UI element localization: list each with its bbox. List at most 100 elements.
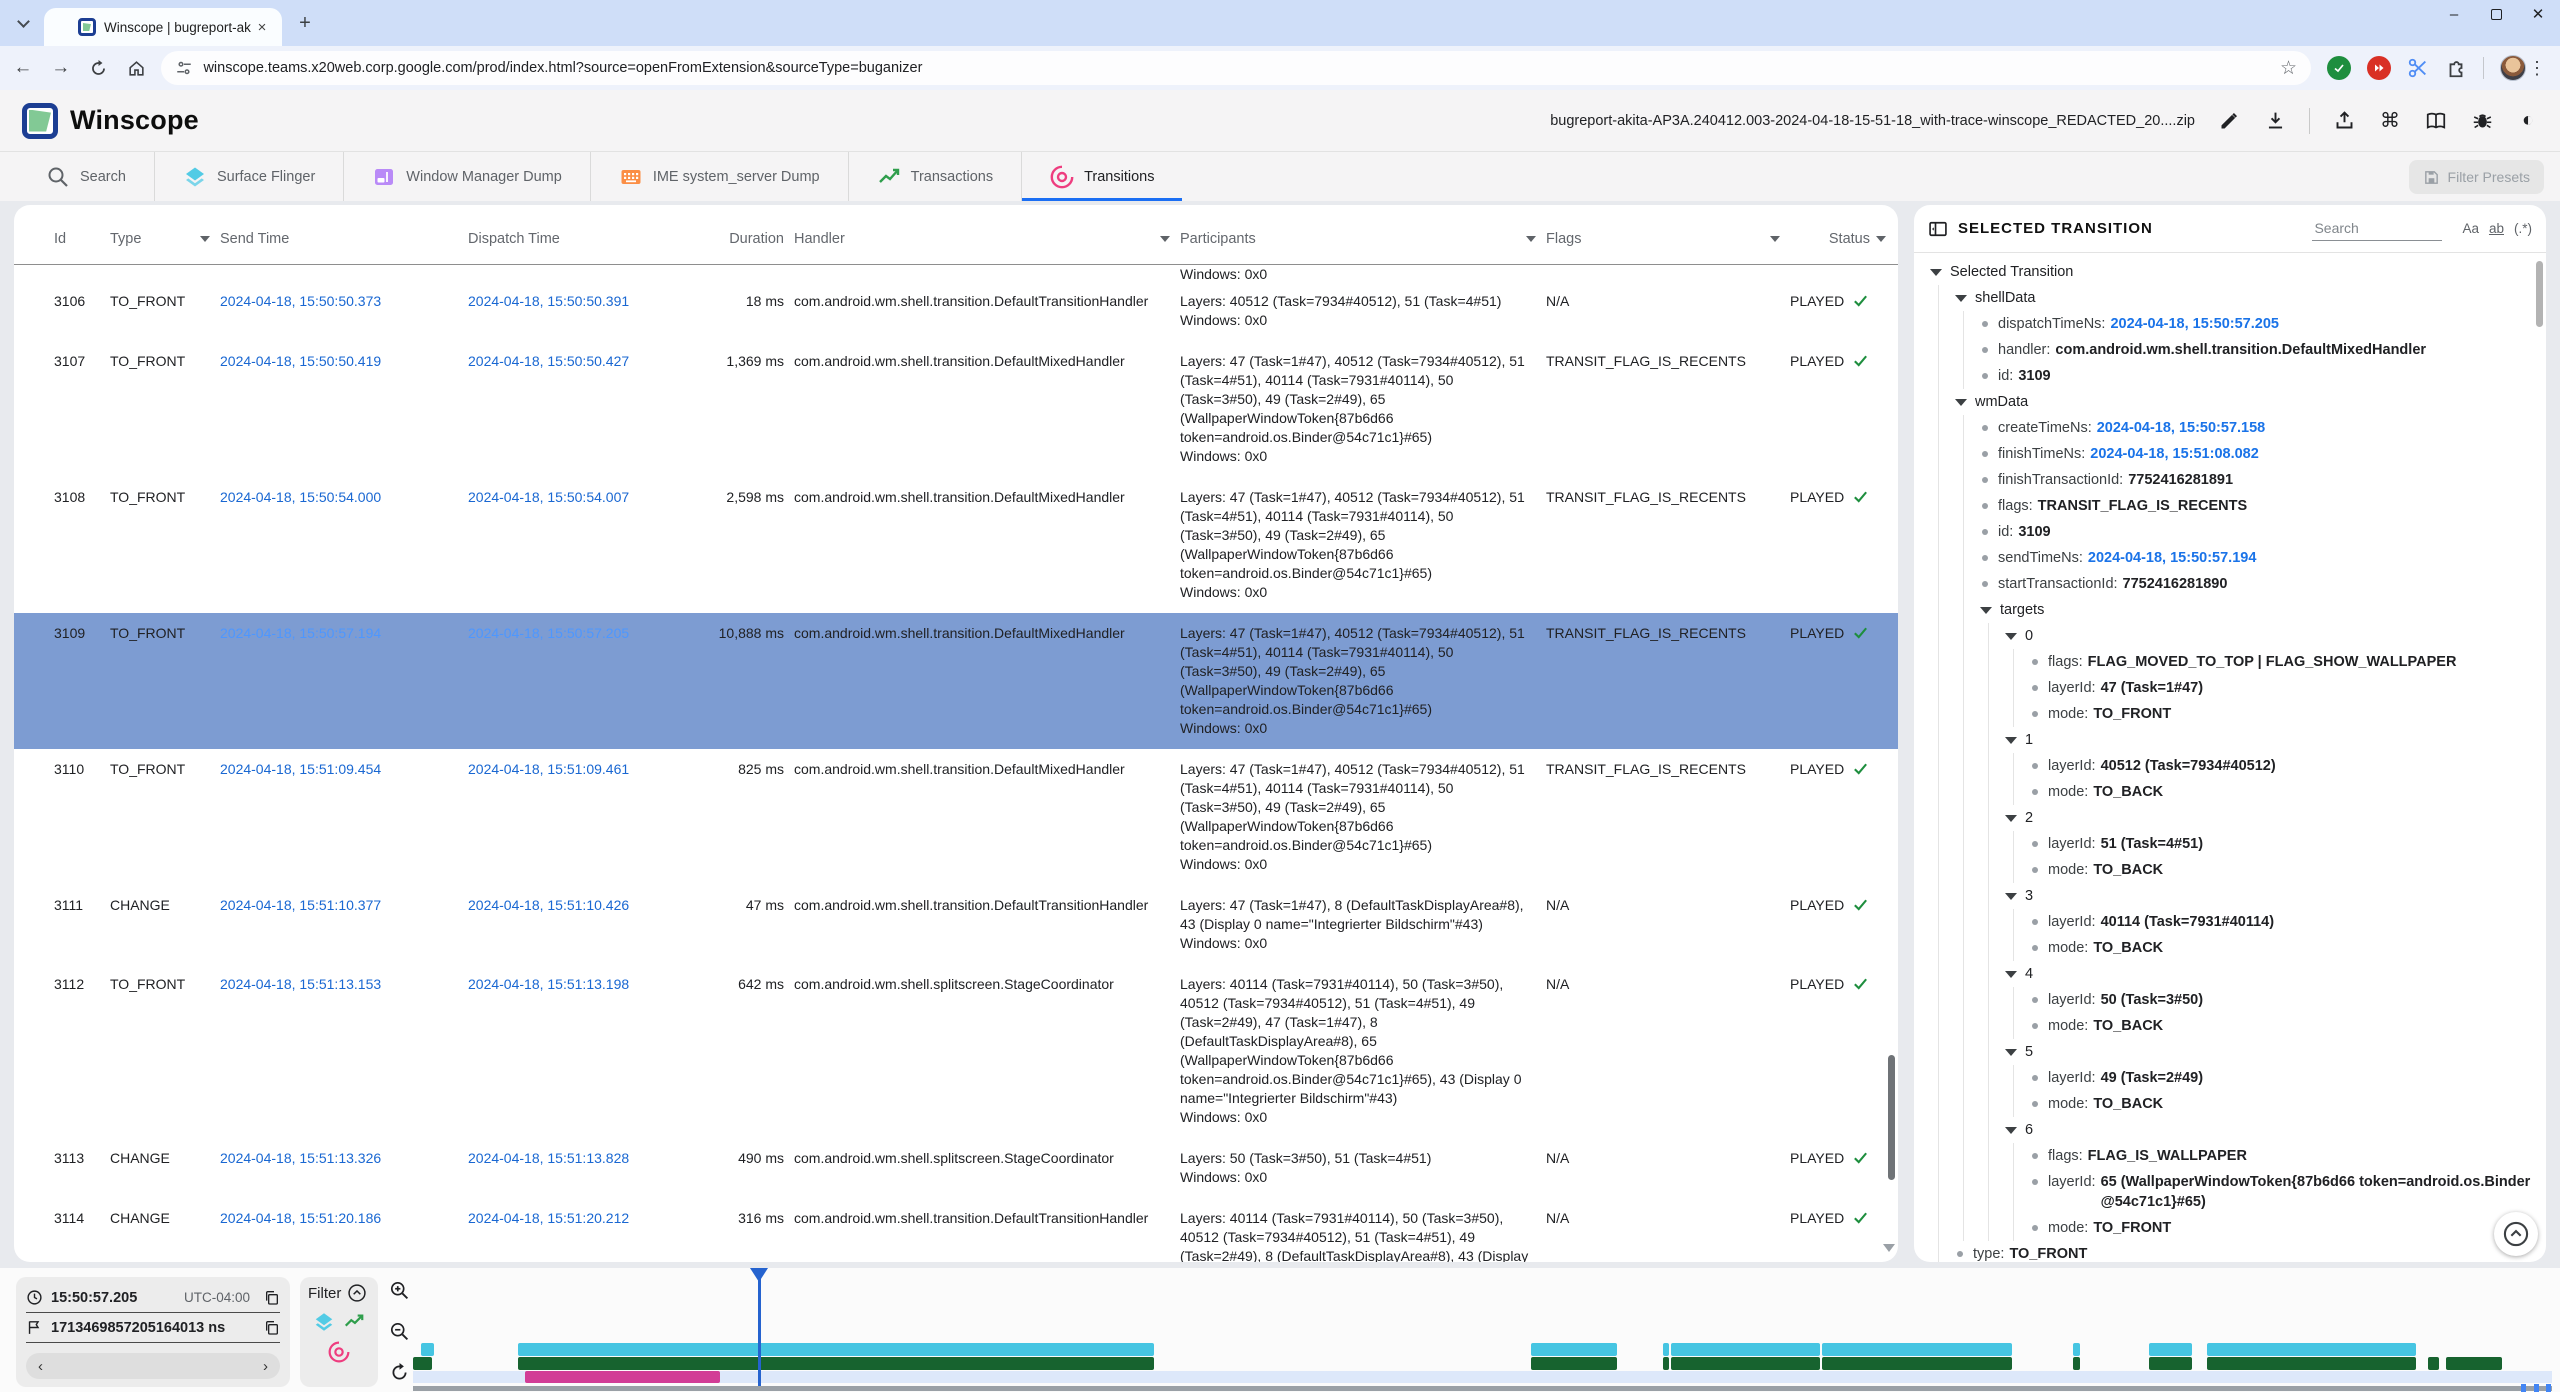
tree-expand-icon[interactable] bbox=[2005, 633, 2017, 640]
back-button[interactable]: ← bbox=[13, 57, 33, 78]
tree-node[interactable]: targets bbox=[1980, 597, 2540, 623]
tree-leaf[interactable]: createTimeNs: 2024-04-18, 15:50:57.158 bbox=[1980, 415, 2540, 441]
tree-leaf[interactable]: finishTimeNs: 2024-04-18, 15:51:08.082 bbox=[1980, 441, 2540, 467]
tree-node[interactable]: 6 bbox=[2005, 1117, 2540, 1143]
column-header-dispatch-time[interactable]: Dispatch Time bbox=[468, 231, 708, 247]
transactions-track[interactable] bbox=[413, 1357, 2552, 1370]
trace-tab-ime-system-server-dump[interactable]: IME system_server Dump bbox=[589, 152, 848, 201]
tree-node[interactable]: Selected Transition bbox=[1930, 259, 2540, 285]
surfaceflinger-track[interactable] bbox=[413, 1343, 2552, 1356]
tree-node[interactable]: 0 bbox=[2005, 623, 2540, 649]
copy-ns-button[interactable] bbox=[264, 1320, 280, 1336]
tree-leaf[interactable]: handler: com.android.wm.shell.transition.… bbox=[1980, 337, 2540, 363]
panel-search-input[interactable] bbox=[2312, 216, 2443, 241]
url-bar[interactable]: winscope.teams.x20web.corp.google.com/pr… bbox=[161, 51, 2312, 85]
tree-expand-icon[interactable] bbox=[1980, 607, 1992, 614]
column-header-participants[interactable]: Participants bbox=[1180, 231, 1536, 247]
forward-button[interactable]: → bbox=[51, 57, 71, 78]
tree-leaf[interactable]: mode: TO_BACK bbox=[2030, 779, 2540, 805]
upload-button[interactable] bbox=[2332, 109, 2356, 133]
column-header-type[interactable]: Type bbox=[110, 231, 210, 247]
tree-leaf[interactable]: sendTimeNs: 2024-04-18, 15:50:57.194 bbox=[1980, 545, 2540, 571]
tree-leaf[interactable]: finishTransactionId: 7752416281891 bbox=[1980, 467, 2540, 493]
tree-expand-icon[interactable] bbox=[2005, 815, 2017, 822]
collapse-filter-icon[interactable] bbox=[347, 1283, 367, 1303]
column-header-duration[interactable]: Duration bbox=[718, 231, 784, 247]
tree-leaf[interactable]: mode: TO_BACK bbox=[2030, 935, 2540, 961]
tree-expand-icon[interactable] bbox=[1930, 269, 1942, 276]
tree-leaf[interactable]: id: 3109 bbox=[1980, 519, 2540, 545]
tree-expand-icon[interactable] bbox=[2005, 737, 2017, 744]
minimize-button[interactable]: – bbox=[2449, 5, 2459, 23]
collapse-panel-button[interactable] bbox=[2494, 1212, 2538, 1256]
tree-expand-icon[interactable] bbox=[1955, 295, 1967, 302]
tree-expand-icon[interactable] bbox=[2005, 893, 2017, 900]
tree-expand-icon[interactable] bbox=[1955, 399, 1967, 406]
table-row[interactable]: 3106 TO_FRONT 2024-04-18, 15:50:50.373 2024… bbox=[14, 281, 1898, 341]
extensions-puzzle-icon[interactable] bbox=[2445, 57, 2467, 79]
table-row[interactable]: 3113 CHANGE 2024-04-18, 15:51:13.326 2024-0… bbox=[14, 1138, 1898, 1198]
table-row[interactable]: 3114 CHANGE 2024-04-18, 15:51:20.186 2024-0… bbox=[14, 1198, 1898, 1262]
report-bug-button[interactable] bbox=[2470, 109, 2494, 133]
tree-expand-icon[interactable] bbox=[2005, 1127, 2017, 1134]
bookmark-star-icon[interactable]: ☆ bbox=[2279, 57, 2298, 79]
tree-node[interactable]: wmData bbox=[1955, 389, 2540, 415]
zoom-out-button[interactable] bbox=[389, 1321, 410, 1342]
scroll-left-icon[interactable]: ‹ bbox=[38, 1357, 43, 1375]
reset-zoom-button[interactable] bbox=[389, 1362, 410, 1383]
regex-icon[interactable]: (.*) bbox=[2514, 221, 2532, 236]
new-tab-button[interactable]: + bbox=[299, 11, 311, 34]
url-text[interactable]: winscope.teams.x20web.corp.google.com/pr… bbox=[203, 60, 923, 76]
download-button[interactable] bbox=[2263, 109, 2287, 133]
column-header-handler[interactable]: Handler bbox=[794, 231, 1170, 247]
filter-transitions-icon[interactable] bbox=[328, 1341, 350, 1363]
tree-leaf[interactable]: flags: FLAG_IS_WALLPAPER bbox=[2030, 1143, 2540, 1169]
tree-leaf[interactable]: layerId: 40114 (Task=7931#40114) bbox=[2030, 909, 2540, 935]
tree-expand-icon[interactable] bbox=[2005, 1049, 2017, 1056]
tree-leaf[interactable]: layerId: 40512 (Task=7934#40512) bbox=[2030, 753, 2540, 779]
theme-toggle-button[interactable]: ◐ bbox=[2521, 109, 2535, 131]
timeline-tracks[interactable] bbox=[413, 1268, 2552, 1392]
tree-leaf[interactable]: flags: FLAG_MOVED_TO_TOP | FLAG_SHOW_WALL… bbox=[2030, 649, 2540, 675]
trace-tab-surface-flinger[interactable]: Surface Flinger bbox=[153, 152, 343, 201]
tree-leaf[interactable]: layerId: 47 (Task=1#47) bbox=[2030, 675, 2540, 701]
home-button[interactable] bbox=[122, 53, 152, 83]
tree-node[interactable]: 3 bbox=[2005, 883, 2540, 909]
table-row[interactable]: 3109 TO_FRONT 2024-04-18, 15:50:57.194 2024… bbox=[14, 613, 1898, 749]
panel-scrollbar[interactable] bbox=[2536, 261, 2543, 327]
browser-menu-icon[interactable]: ⋮ bbox=[2528, 57, 2547, 78]
filter-caret-icon[interactable] bbox=[1876, 235, 1886, 242]
timeline-cursor-line[interactable] bbox=[758, 1270, 762, 1386]
tree-leaf[interactable]: id: 3109 bbox=[1980, 363, 2540, 389]
tree-node[interactable]: 4 bbox=[2005, 961, 2540, 987]
tree-leaf[interactable]: mode: TO_FRONT bbox=[2030, 701, 2540, 727]
tree-node[interactable]: 2 bbox=[2005, 805, 2540, 831]
tab-close-button[interactable]: × bbox=[257, 18, 267, 36]
filter-presets-button[interactable]: Filter Presets bbox=[2408, 160, 2544, 194]
close-window-button[interactable]: ✕ bbox=[2531, 6, 2545, 23]
table-row[interactable]: 3112 TO_FRONT 2024-04-18, 15:51:13.153 2024… bbox=[14, 964, 1898, 1138]
table-row[interactable]: 3108 TO_FRONT 2024-04-18, 15:50:54.000 2024… bbox=[14, 477, 1898, 613]
tree-leaf[interactable]: mode: TO_FRONT bbox=[2030, 1215, 2540, 1241]
trace-tab-transactions[interactable]: Transactions bbox=[847, 152, 1021, 201]
filter-caret-icon[interactable] bbox=[1526, 235, 1536, 242]
filter-caret-icon[interactable] bbox=[200, 235, 210, 242]
tree-leaf[interactable]: layerId: 49 (Task=2#49) bbox=[2030, 1065, 2540, 1091]
tree-leaf[interactable]: mode: TO_BACK bbox=[2030, 857, 2540, 883]
tree-leaf[interactable]: mode: TO_BACK bbox=[2030, 1013, 2540, 1039]
tree-node[interactable]: shellData bbox=[1955, 285, 2540, 311]
extension-red-icon[interactable] bbox=[2367, 56, 2392, 80]
column-header-flags[interactable]: Flags bbox=[1546, 231, 1780, 247]
tree-leaf[interactable]: mode: TO_BACK bbox=[2030, 1091, 2540, 1117]
cursor-time-ns[interactable]: 1713469857205164013 ns bbox=[51, 1319, 226, 1336]
tree-node[interactable]: 1 bbox=[2005, 727, 2540, 753]
zoom-in-button[interactable] bbox=[389, 1280, 410, 1301]
timeline-minimap-strip[interactable] bbox=[413, 1384, 2552, 1392]
trace-tab-search[interactable]: Search bbox=[18, 152, 154, 201]
tree-leaf[interactable]: dispatchTimeNs: 2024-04-18, 15:50:57.205 bbox=[1980, 311, 2540, 337]
column-header-id[interactable]: Id bbox=[54, 231, 100, 247]
table-row[interactable]: 3111 CHANGE 2024-04-18, 15:51:10.377 2024-0… bbox=[14, 885, 1898, 964]
column-header-send-time[interactable]: Send Time bbox=[220, 231, 458, 247]
table-row[interactable]: 3107 TO_FRONT 2024-04-18, 15:50:50.419 2024… bbox=[14, 341, 1898, 477]
timeline-scrollbar[interactable]: ‹ › bbox=[26, 1353, 280, 1379]
